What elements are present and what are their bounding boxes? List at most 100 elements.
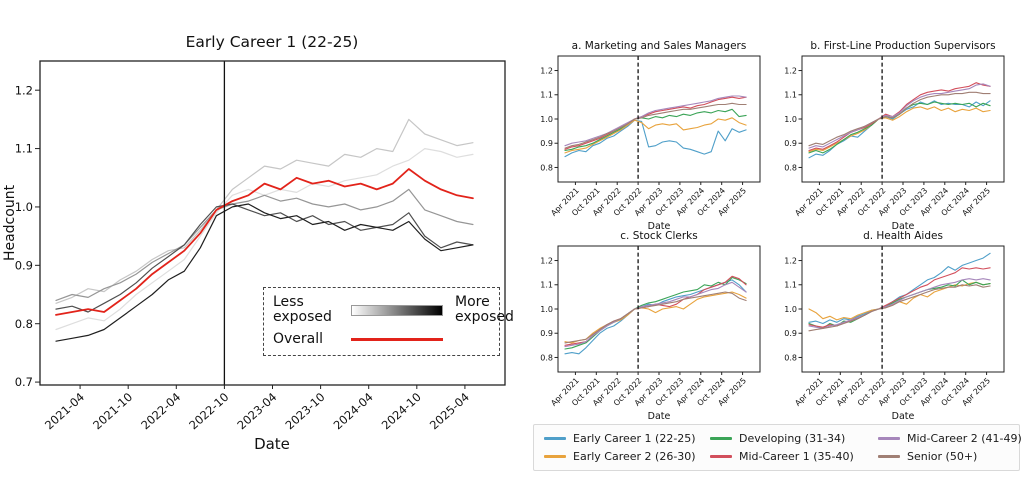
y-tick-label: 1.0 [15, 200, 33, 214]
series-mid-career-1-35-40- [808, 82, 991, 152]
y-tick-label: 1.2 [15, 83, 33, 97]
series-senior-50- [564, 102, 747, 149]
more-exposed-label: More exposed [455, 294, 514, 326]
legend-label: Mid-Career 1 (35-40) [739, 450, 854, 463]
series-exposure-quintile-3 [55, 188, 474, 301]
series-early-career-2-26-30- [808, 281, 991, 321]
y-tick-label: 1.1 [540, 281, 553, 290]
y-tick-label: 0.7 [15, 375, 33, 389]
exposure-legend: Less exposed More exposed Overall [263, 287, 514, 357]
series-early-career-2-26-30- [564, 117, 747, 154]
y-tick-label: 0.9 [15, 258, 33, 272]
x-tick-label: 2025-04 [427, 390, 472, 433]
y-tick-label: 1.0 [784, 115, 797, 124]
x-tick-label: 2021-10 [90, 390, 135, 433]
y-tick-label: 1.2 [540, 256, 553, 265]
y-tick-label: 0.9 [540, 139, 553, 148]
series-early-career-2-26-30- [808, 106, 991, 153]
series-early-career-2-26-30- [564, 291, 747, 344]
legend-item: Early Career 2 (26-30) [544, 450, 710, 463]
y-tick-label: 1.0 [784, 305, 797, 314]
series-exposure-quintile-2 [55, 118, 474, 304]
y-tick-label: 1.0 [540, 305, 553, 314]
chart-title: b. First-Line Production Supervisors [810, 40, 995, 52]
legend-label: Senior (50+) [907, 450, 978, 463]
mid-career-1-line-swatch [710, 455, 732, 458]
series-developing-31-34- [564, 276, 747, 350]
legend-item: Mid-Career 1 (35-40) [710, 450, 878, 463]
y-tick-label: 0.8 [784, 353, 797, 362]
plot-frame [801, 245, 1005, 373]
y-axis-label: Headcount [2, 184, 18, 261]
series-early-career-1-22-25- [564, 279, 747, 355]
series-developing-31-34- [564, 108, 747, 152]
series-mid-career-2-41-49- [808, 83, 991, 149]
legend-item: Early Career 1 (22-25) [544, 432, 710, 445]
chart-title: c. Stock Clerks [620, 230, 697, 242]
legend-label: Developing (31-34) [739, 432, 846, 445]
legend-item: Senior (50+) [878, 450, 1022, 463]
x-axis-label: Date [648, 221, 671, 232]
series-exposure-quintile-4 [55, 203, 474, 313]
y-tick-label: 1.1 [540, 91, 553, 100]
mid-career-2-line-swatch [878, 437, 900, 440]
y-tick-label: 1.2 [540, 66, 553, 75]
y-tick-label: 0.8 [784, 163, 797, 172]
x-tick-label: 2023-04 [234, 390, 279, 433]
early-career-2-line-swatch [544, 455, 566, 458]
series-mid-career-1-35-40- [564, 96, 747, 150]
y-tick-label: 1.1 [784, 91, 797, 100]
x-tick-label: 2024-04 [331, 390, 376, 433]
legend-label: Early Career 1 (22-25) [573, 432, 696, 445]
y-tick-label: 0.8 [15, 317, 33, 331]
series-senior-50- [564, 291, 747, 344]
plot-frame [801, 55, 1005, 183]
x-axis-label: Date [254, 435, 290, 453]
series-exposure-quintile-5-most-exposed- [55, 203, 474, 342]
y-tick-label: 0.9 [540, 329, 553, 338]
series-developing-31-34- [808, 279, 991, 329]
legend-item: Developing (31-34) [710, 432, 878, 445]
legend-label: Mid-Career 2 (41-49) [907, 432, 1022, 445]
x-tick-label: 2022-04 [138, 390, 183, 433]
x-axis-label: Date [892, 221, 915, 232]
overall-label: Overall [273, 331, 324, 348]
legend-item: Mid-Career 2 (41-49) [878, 432, 1022, 445]
y-tick-label: 0.9 [784, 329, 797, 338]
y-tick-label: 0.8 [540, 163, 553, 172]
legend-label: Early Career 2 (26-30) [573, 450, 696, 463]
overall-line-swatch [351, 338, 443, 342]
less-exposed-label: Less exposed [273, 294, 332, 326]
x-tick-label: 2023-10 [283, 390, 328, 433]
x-axis-label: Date [892, 411, 915, 422]
y-tick-label: 1.1 [15, 142, 33, 156]
series-mid-career-2-41-49- [564, 281, 747, 348]
y-tick-label: 1.2 [784, 256, 797, 265]
y-tick-label: 1.1 [784, 281, 797, 290]
series-overall [55, 168, 474, 316]
series-mid-career-1-35-40- [808, 267, 991, 328]
exposure-gradient-bar [351, 304, 443, 316]
developing-line-swatch [710, 437, 732, 440]
series-early-career-1-22-25- [564, 119, 747, 158]
series-senior-50- [808, 284, 991, 332]
chart-title: d. Health Aides [863, 230, 943, 242]
chart-title: Early Career 1 (22-25) [186, 33, 359, 51]
y-tick-label: 0.9 [784, 139, 797, 148]
x-tick-label: 2021-04 [42, 390, 87, 433]
senior-line-swatch [878, 455, 900, 458]
x-axis-label: Date [648, 411, 671, 422]
early-career-1-line-swatch [544, 437, 566, 440]
x-tick-label: 2024-10 [379, 390, 424, 433]
chart-title: a. Marketing and Sales Managers [572, 40, 747, 52]
x-tick-label: 2022-10 [186, 390, 231, 433]
y-tick-label: 1.2 [784, 66, 797, 75]
y-tick-label: 0.8 [540, 353, 553, 362]
series-senior-50- [808, 91, 991, 147]
age-group-legend: Early Career 1 (22-25) Developing (31-34… [533, 424, 1022, 471]
